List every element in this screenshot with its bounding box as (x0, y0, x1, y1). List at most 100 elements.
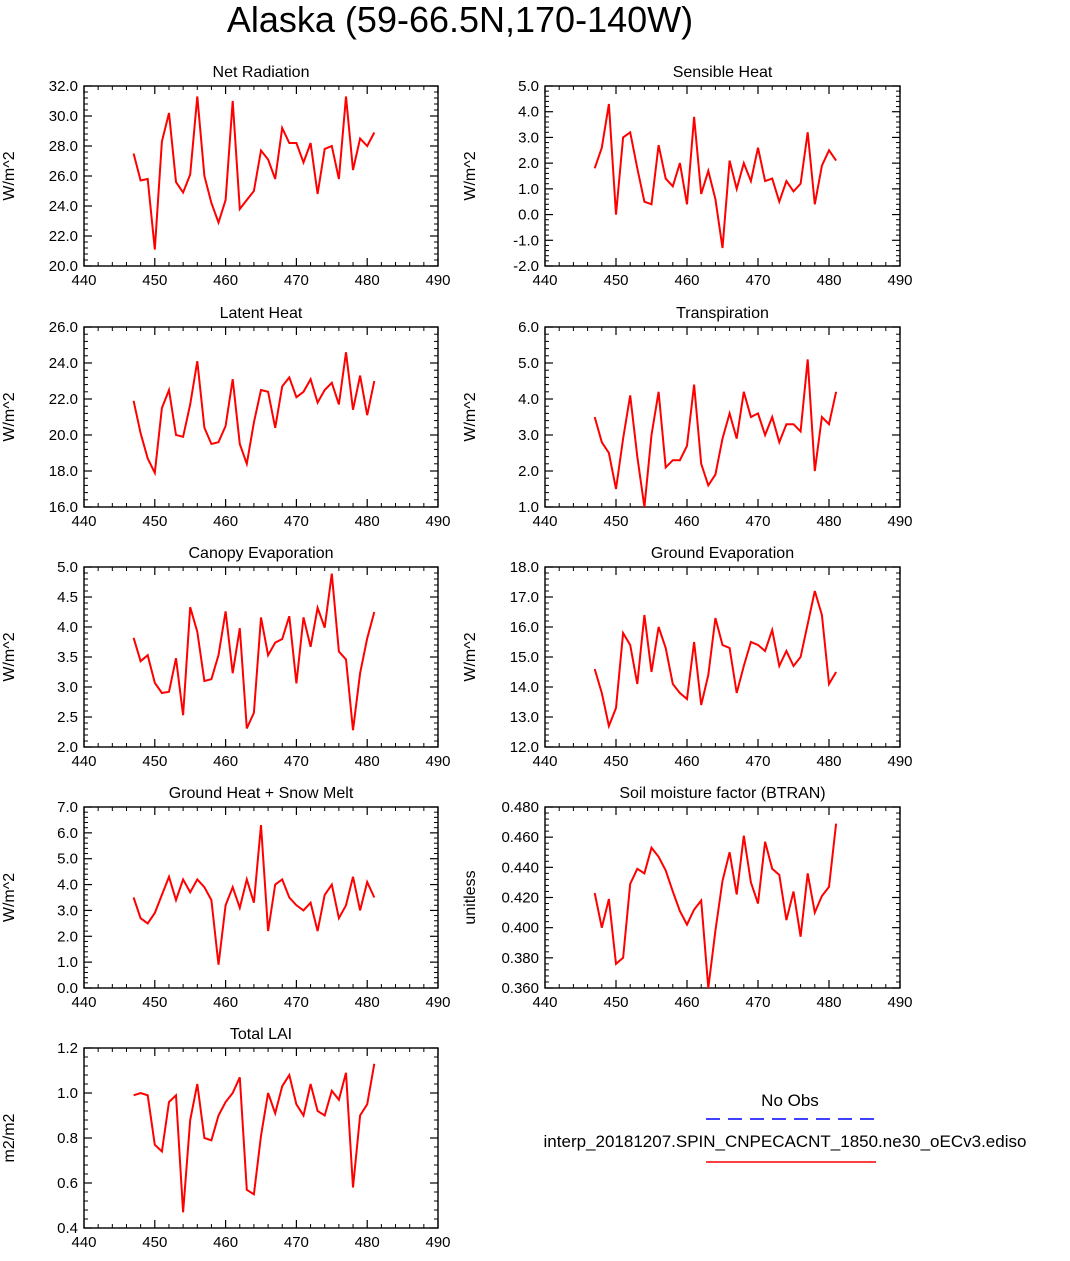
panel-title: Total LAI (230, 1026, 292, 1043)
y-tick-label: 32.0 (49, 78, 78, 95)
x-tick-label: 490 (425, 272, 450, 289)
y-tick-label: 5.0 (518, 78, 539, 95)
x-tick-label: 450 (603, 272, 628, 289)
y-tick-label: 5.0 (57, 559, 78, 576)
plot-frame (83, 806, 439, 989)
y-tick-label: 20.0 (49, 427, 78, 444)
x-tick-label: 440 (532, 513, 557, 530)
x-tick-label: 460 (213, 994, 238, 1011)
x-tick-label: 440 (532, 753, 557, 770)
y-tick-label: 0.420 (501, 890, 539, 907)
plot-frame (544, 566, 901, 748)
y-tick-label: 0.380 (501, 950, 539, 967)
x-tick-label: 490 (425, 1234, 450, 1251)
plot-frame (83, 566, 439, 748)
y-tick-label: 6.0 (518, 319, 539, 336)
series-line-sensible-heat (593, 103, 837, 249)
y-axis-label: W/m^2 (1, 151, 18, 200)
x-tick-label: 480 (816, 272, 841, 289)
y-tick-label: 0.6 (57, 1175, 78, 1192)
y-tick-label: 4.0 (518, 104, 539, 121)
panel-soil-moisture-factor-btran: Soil moisture factor (BTRAN) unitless 440 4… (462, 785, 913, 1011)
plot-frame (544, 806, 901, 989)
x-tick-label: 440 (71, 994, 96, 1011)
y-tick-label: 0.480 (501, 799, 539, 816)
panel-latent-heat: Latent Heat W/m^2 440 450 460 470 480 490 16.0 18… (1, 305, 451, 530)
series-line-ground-heat-snow-melt (132, 825, 376, 965)
x-tick-label: 460 (674, 994, 699, 1011)
x-tick-label: 480 (816, 513, 841, 530)
y-tick-label: 22.0 (49, 228, 78, 245)
x-tick-label: 480 (355, 272, 380, 289)
x-tick-label: 480 (816, 994, 841, 1011)
y-tick-label: 18.0 (49, 463, 78, 480)
y-axis-label: W/m^2 (1, 632, 18, 681)
plot-frame (544, 85, 901, 267)
x-tick-label: 460 (213, 753, 238, 770)
x-tick-label: 470 (284, 994, 309, 1011)
y-tick-label: 24.0 (49, 355, 78, 372)
y-tick-label: 3.0 (57, 902, 78, 919)
x-tick-label: 470 (284, 1234, 309, 1251)
x-tick-label: 470 (745, 513, 770, 530)
x-tick-label: 490 (425, 994, 450, 1011)
y-axis-label: W/m^2 (462, 151, 479, 200)
series-line-ground-evaporation (593, 590, 837, 730)
x-tick-label: 450 (603, 994, 628, 1011)
panel-total-lai: Total LAI m2/m2 440 450 460 470 480 490 0.4 0.6 0.… (1, 1026, 451, 1251)
x-tick-label: 450 (603, 513, 628, 530)
y-tick-label: 0.4 (57, 1220, 78, 1237)
plot-frame (544, 326, 901, 508)
y-tick-label: -2.0 (513, 258, 539, 275)
legend-model-label: interp_20181207.SPIN_CNPECACNT_1850.ne30… (544, 1132, 1027, 1151)
panel-title: Latent Heat (220, 305, 303, 322)
y-tick-label: 16.0 (49, 499, 78, 516)
panel-sensible-heat: Sensible Heat W/m^2 440 450 460 470 480 490 -2.0… (462, 64, 913, 289)
y-tick-label: 30.0 (49, 108, 78, 125)
x-tick-label: 450 (142, 513, 167, 530)
x-tick-label: 440 (532, 272, 557, 289)
x-tick-label: 470 (284, 753, 309, 770)
x-tick-label: 470 (745, 753, 770, 770)
y-axis-label: W/m^2 (462, 392, 479, 441)
panel-title: Ground Evaporation (651, 545, 794, 562)
x-tick-label: 460 (213, 513, 238, 530)
x-tick-label: 480 (355, 1234, 380, 1251)
x-tick-label: 450 (142, 1234, 167, 1251)
x-tick-label: 450 (142, 994, 167, 1011)
y-tick-label: 1.0 (518, 499, 539, 516)
y-tick-label: 0.0 (57, 980, 78, 997)
y-tick-label: 20.0 (49, 258, 78, 275)
x-tick-label: 490 (887, 513, 912, 530)
y-tick-label: 1.0 (518, 181, 539, 198)
x-tick-label: 490 (887, 994, 912, 1011)
x-tick-label: 450 (142, 753, 167, 770)
x-tick-label: 440 (71, 753, 96, 770)
y-tick-label: -1.0 (513, 232, 539, 249)
y-tick-label: 4.0 (57, 619, 78, 636)
panel-canopy-evaporation: Canopy Evaporation W/m^2 440 450 460 470 480 49… (1, 545, 451, 770)
x-tick-label: 450 (603, 753, 628, 770)
x-tick-label: 460 (674, 272, 699, 289)
panel-title: Sensible Heat (673, 64, 773, 81)
y-tick-label: 26.0 (49, 168, 78, 185)
y-tick-label: 15.0 (510, 649, 539, 666)
y-axis-label: W/m^2 (1, 392, 18, 441)
panel-transpiration: Transpiration W/m^2 440 450 460 470 480 490 1.0 2… (462, 305, 913, 530)
x-tick-label: 480 (816, 753, 841, 770)
x-tick-label: 470 (745, 994, 770, 1011)
y-tick-label: 5.0 (57, 851, 78, 868)
series-line-latent-heat (132, 352, 376, 477)
plot-frame (83, 85, 439, 267)
y-tick-label: 28.0 (49, 138, 78, 155)
panel-title: Canopy Evaporation (189, 545, 334, 562)
y-tick-label: 24.0 (49, 198, 78, 215)
x-tick-label: 470 (284, 513, 309, 530)
y-tick-label: 1.0 (57, 1085, 78, 1102)
panel-ground-evaporation: Ground Evaporation W/m^2 440 450 460 470 480 49… (462, 545, 913, 770)
panel-title: Net Radiation (213, 64, 310, 81)
x-tick-label: 460 (674, 753, 699, 770)
y-axis-label: W/m^2 (462, 632, 479, 681)
y-axis-label: m2/m2 (1, 1113, 18, 1162)
